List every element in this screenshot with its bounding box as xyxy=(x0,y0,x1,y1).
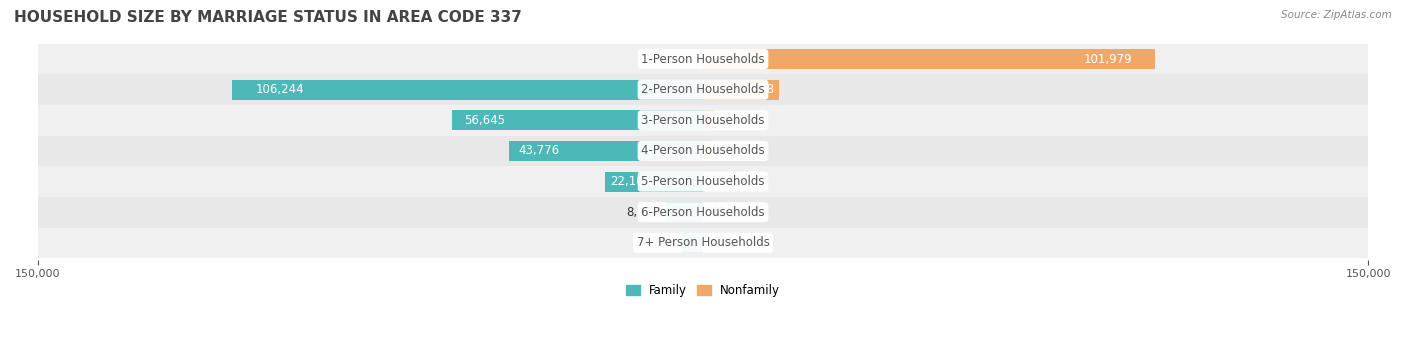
Text: 6: 6 xyxy=(710,236,717,249)
Text: 60: 60 xyxy=(710,206,725,219)
Bar xyxy=(666,202,703,222)
Text: 17,068: 17,068 xyxy=(734,83,775,96)
Bar xyxy=(605,172,703,191)
Text: 2-Person Households: 2-Person Households xyxy=(641,83,765,96)
Text: 2,388: 2,388 xyxy=(720,114,754,127)
Text: 106,244: 106,244 xyxy=(256,83,304,96)
Text: 101,979: 101,979 xyxy=(1084,53,1133,66)
Bar xyxy=(38,136,1368,166)
Text: 22,108: 22,108 xyxy=(610,175,651,188)
Text: Source: ZipAtlas.com: Source: ZipAtlas.com xyxy=(1281,10,1392,20)
Bar xyxy=(232,80,703,100)
Text: 4-Person Households: 4-Person Households xyxy=(641,144,765,157)
Bar xyxy=(38,166,1368,197)
Bar xyxy=(38,197,1368,227)
Bar xyxy=(38,44,1368,74)
Text: 8,234: 8,234 xyxy=(626,206,659,219)
Bar xyxy=(703,110,714,130)
Bar xyxy=(509,141,703,161)
Text: 56,645: 56,645 xyxy=(464,114,505,127)
Text: 6-Person Households: 6-Person Households xyxy=(641,206,765,219)
Text: 43,776: 43,776 xyxy=(519,144,560,157)
Bar xyxy=(703,141,706,161)
Text: 7+ Person Households: 7+ Person Households xyxy=(637,236,769,249)
Bar xyxy=(682,233,703,253)
Text: 4,748: 4,748 xyxy=(641,236,675,249)
Text: HOUSEHOLD SIZE BY MARRIAGE STATUS IN AREA CODE 337: HOUSEHOLD SIZE BY MARRIAGE STATUS IN ARE… xyxy=(14,10,522,25)
Text: 1-Person Households: 1-Person Households xyxy=(641,53,765,66)
Legend: Family, Nonfamily: Family, Nonfamily xyxy=(621,279,785,302)
Bar xyxy=(703,49,1156,69)
Text: 619: 619 xyxy=(713,144,735,157)
Bar xyxy=(38,105,1368,136)
Bar xyxy=(703,80,779,100)
Bar xyxy=(451,110,703,130)
Text: 154: 154 xyxy=(710,175,733,188)
Bar xyxy=(38,227,1368,258)
Bar xyxy=(38,74,1368,105)
Text: 3-Person Households: 3-Person Households xyxy=(641,114,765,127)
Text: 5-Person Households: 5-Person Households xyxy=(641,175,765,188)
